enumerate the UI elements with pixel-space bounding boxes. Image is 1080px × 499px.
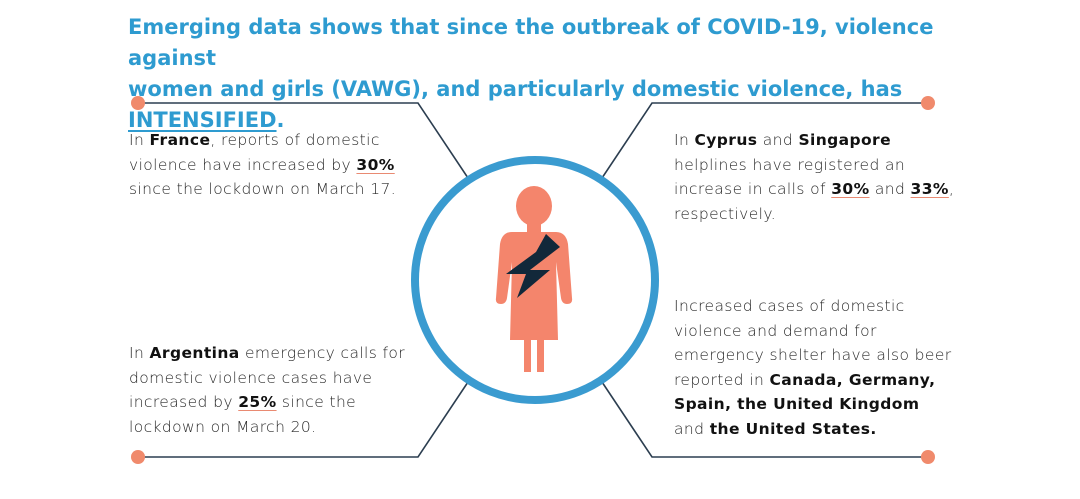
connector-bottom-right — [601, 381, 928, 458]
argentina-text-3: since the lockdown on March 20. — [129, 393, 357, 436]
headline-emphasis: INTENSIFIED — [128, 108, 277, 132]
france-text-3: since the lockdown on March 17. — [129, 180, 397, 198]
connector-top-right — [601, 102, 928, 179]
france-text-1: In — [129, 131, 150, 149]
woman-figure-icon — [495, 186, 573, 372]
connector-lines — [138, 102, 928, 458]
france-fact: In France, reports of domestic violence … — [129, 128, 419, 202]
other-line-3: emergency shelter have also beer — [674, 346, 952, 364]
other-line-1: Increased cases of domestic — [674, 297, 905, 315]
argentina-fact: In Argentina emergency calls for domesti… — [129, 341, 429, 439]
other-countries-1: Canada, Germany, — [769, 370, 936, 389]
dot-top-right — [921, 96, 935, 110]
headline-line-2-suffix: . — [276, 108, 285, 132]
connector-bottom-left — [138, 381, 469, 458]
headline-line-2-prefix: women and girls (VAWG), and particularly… — [128, 77, 903, 101]
headline: Emerging data shows that since the outbr… — [128, 12, 1028, 136]
cyprus-text-3: helplines have registered an increase in… — [674, 155, 906, 199]
dot-bottom-left — [131, 450, 145, 464]
other-line-2: violence and demand for — [674, 321, 877, 340]
other-countries-2: Spain, the United Kingdom — [674, 395, 920, 413]
connector-top-left — [138, 102, 469, 179]
cyprus-text-2: and — [757, 131, 799, 149]
singapore-country: Singapore — [798, 131, 892, 149]
other-line-4-prefix: reported in — [674, 370, 770, 389]
france-percent: 30% — [356, 155, 395, 174]
cyprus-percent: 30% — [831, 180, 870, 198]
other-countries-3: the United States. — [709, 419, 877, 438]
other-line-6-prefix: and — [674, 419, 710, 438]
dot-top-left — [131, 96, 145, 110]
singapore-percent: 33% — [910, 180, 949, 198]
france-text-2: , reports of domestic violence have incr… — [129, 131, 380, 174]
argentina-percent: 25% — [238, 393, 277, 411]
center-circle — [411, 156, 659, 404]
cyprus-text-4: and — [869, 180, 911, 198]
france-country: France — [149, 131, 211, 149]
cyprus-text-5: , respectively. — [674, 180, 955, 223]
argentina-text-1: In — [129, 344, 150, 362]
argentina-text-2: emergency calls for domestic violence ca… — [129, 344, 406, 411]
connector-dots — [131, 96, 935, 464]
cyprus-country: Cyprus — [694, 131, 758, 149]
other-countries-fact: Increased cases of domestic violence and… — [674, 294, 964, 441]
cyprus-text-1: In — [674, 131, 695, 149]
argentina-country: Argentina — [149, 344, 240, 362]
cyprus-singapore-fact: In Cyprus and Singapore helplines have r… — [674, 128, 964, 226]
lightning-bolt-icon — [506, 234, 560, 298]
dot-bottom-right — [921, 450, 935, 464]
headline-line-1: Emerging data shows that since the outbr… — [128, 15, 934, 70]
